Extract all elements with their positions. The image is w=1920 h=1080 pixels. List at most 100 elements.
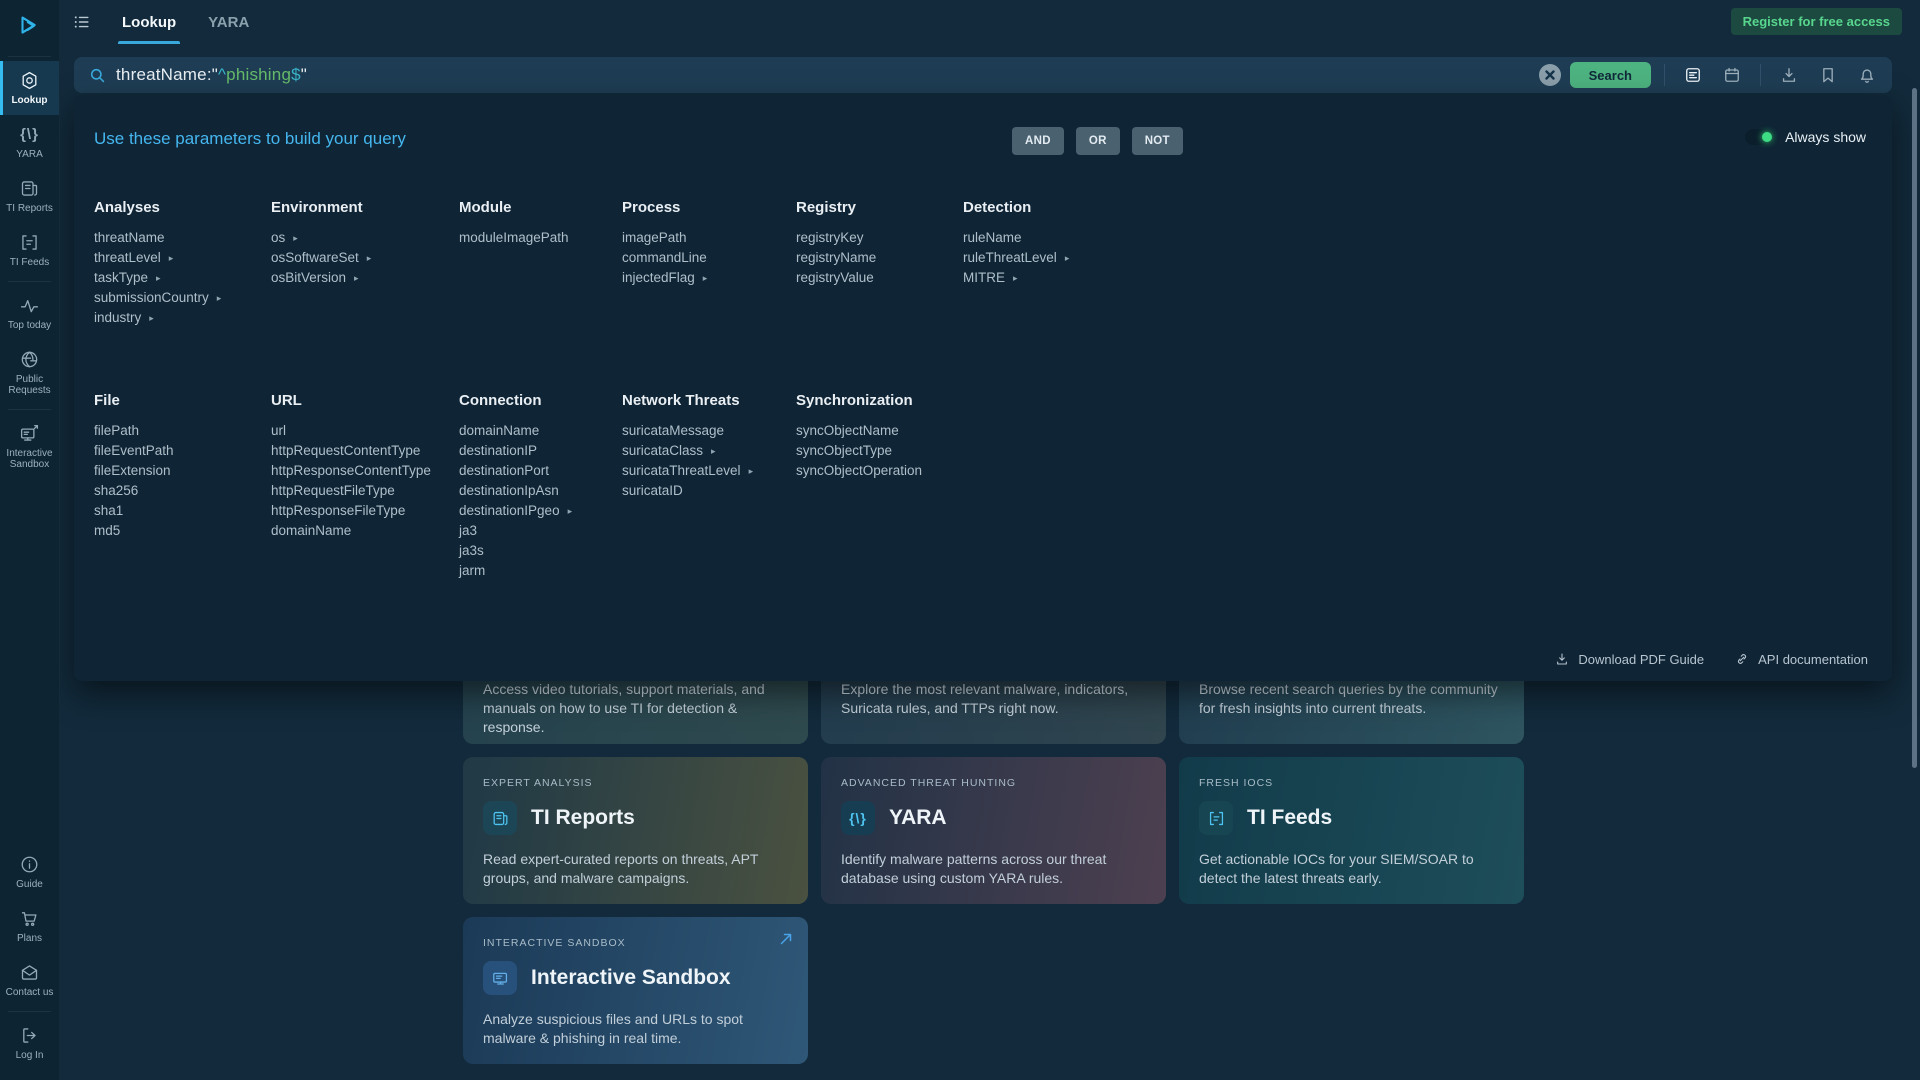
param-item-industry[interactable]: industry ▸ (94, 308, 271, 328)
card-ti-reports[interactable]: EXPERT ANALYSIS TI Reports Read expert-c… (463, 757, 808, 904)
param-item-destinationPort[interactable]: destinationPort (459, 463, 550, 478)
sidebar-item-interactive-sandbox[interactable]: Interactive Sandbox (0, 414, 59, 479)
card-ti-feeds[interactable]: FRESH IOCS TI Feeds Get actionable IOCs … (1179, 757, 1524, 904)
param-group-title: Analyses (94, 199, 160, 216)
clear-query-button[interactable] (1538, 64, 1561, 86)
always-show-label: Always show (1785, 129, 1866, 145)
calendar-icon[interactable] (1717, 61, 1747, 89)
param-item-syncObjectOperation[interactable]: syncObjectOperation (796, 463, 923, 478)
param-item-injectedFlag[interactable]: injectedFlag ▸ (622, 268, 796, 288)
param-item-destinationIPgeo[interactable]: destinationIPgeo ▸ (459, 501, 622, 521)
divider (8, 281, 51, 282)
download-icon[interactable] (1774, 61, 1804, 89)
param-item-sha256[interactable]: sha256 (94, 483, 139, 498)
param-item-fileExtension[interactable]: fileExtension (94, 463, 171, 478)
param-item-jarm[interactable]: jarm (459, 563, 486, 578)
not-operator-button[interactable]: NOT (1131, 127, 1183, 155)
param-item-filePath[interactable]: filePath (94, 423, 140, 438)
param-group-title: File (94, 392, 120, 409)
card-yara[interactable]: ADVANCED THREAT HUNTING {\} YARA Identif… (821, 757, 1166, 904)
param-item-syncObjectName[interactable]: syncObjectName (796, 423, 899, 438)
sidebar-item-lookup[interactable]: Lookup (0, 61, 59, 115)
login-icon (23, 1028, 36, 1043)
sidebar-item-contact-us[interactable]: Contact us (0, 953, 59, 1007)
search-overlay: threatName:"^phishing$" Search (74, 57, 1892, 681)
query-builder-icon[interactable] (1678, 61, 1708, 89)
sidebar-item-public-requests[interactable]: Public Requests (0, 340, 59, 405)
tab-lookup[interactable]: Lookup (106, 0, 192, 44)
register-button[interactable]: Register for free access (1730, 8, 1902, 35)
bookmark-icon[interactable] (1813, 61, 1843, 89)
param-item-registryName[interactable]: registryName (796, 250, 877, 265)
sidebar-item-ti-reports[interactable]: TI Reports (0, 169, 59, 223)
bell-icon[interactable] (1852, 61, 1882, 89)
tab-yara[interactable]: YARA (208, 13, 250, 31)
vertical-scrollbar[interactable] (1912, 88, 1917, 768)
param-item-os[interactable]: os ▸ (271, 228, 459, 248)
param-item-fileEventPath[interactable]: fileEventPath (94, 443, 174, 458)
param-item-osSoftwareSet[interactable]: osSoftwareSet ▸ (271, 248, 459, 268)
toggle-switch[interactable] (1745, 129, 1776, 145)
param-item-suricataID[interactable]: suricataID (622, 483, 683, 498)
param-item-httpRequestContentType[interactable]: httpRequestContentType (271, 443, 421, 458)
card-title: YARA (889, 806, 947, 829)
param-item-imagePath[interactable]: imagePath (622, 230, 687, 245)
param-item-suricataMessage[interactable]: suricataMessage (622, 423, 725, 438)
param-item-MITRE[interactable]: MITRE ▸ (963, 268, 1872, 288)
param-item-sha1[interactable]: sha1 (94, 503, 124, 518)
param-item-suricataThreatLevel[interactable]: suricataThreatLevel ▸ (622, 461, 796, 481)
param-item-taskType[interactable]: taskType ▸ (94, 268, 271, 288)
param-item-osBitVersion[interactable]: osBitVersion ▸ (271, 268, 459, 288)
param-item-threatName[interactable]: threatName (94, 230, 165, 245)
sidebar-item-label: Lookup (11, 95, 48, 106)
sidebar-item-top-today[interactable]: Top today (0, 286, 59, 340)
param-item-ja3[interactable]: ja3 (459, 523, 478, 538)
sidebar-item-label: TI Feeds (9, 257, 50, 268)
sidebar-item-guide[interactable]: Guide (0, 845, 59, 899)
param-item-destinationIP[interactable]: destinationIP (459, 443, 538, 458)
card-title: TI Reports (531, 806, 635, 829)
submenu-arrow-icon: ▸ (1064, 253, 1070, 263)
search-bar[interactable]: threatName:"^phishing$" Search (74, 57, 1892, 93)
param-group-title: Synchronization (796, 392, 913, 409)
param-item-threatLevel[interactable]: threatLevel ▸ (94, 248, 271, 268)
search-button[interactable]: Search (1569, 62, 1651, 88)
param-item-ja3s[interactable]: ja3s (459, 543, 484, 558)
param-item-httpRequestFileType[interactable]: httpRequestFileType (271, 483, 395, 498)
query-token-operator: ^ (217, 65, 227, 84)
param-item-destinationIpAsn[interactable]: destinationIpAsn (459, 483, 559, 498)
sidebar-item-ti-feeds[interactable]: TI Feeds (0, 223, 59, 277)
param-item-ruleName[interactable]: ruleName (963, 230, 1022, 245)
param-group-title: Connection (459, 392, 542, 409)
param-group-title: URL (271, 392, 302, 409)
param-item-registryValue[interactable]: registryValue (796, 270, 874, 285)
always-show-toggle[interactable]: Always show (1745, 129, 1866, 145)
anyrun-logo[interactable] (0, 0, 59, 52)
param-item-syncObjectType[interactable]: syncObjectType (796, 443, 893, 458)
param-item-url[interactable]: url (271, 423, 287, 438)
param-item-md5[interactable]: md5 (94, 523, 121, 538)
menu-list-icon[interactable] (60, 0, 104, 44)
param-item-moduleImagePath[interactable]: moduleImagePath (459, 230, 569, 245)
api-documentation-link[interactable]: API documentation (1734, 651, 1868, 667)
sidebar-item-plans[interactable]: Plans (0, 899, 59, 953)
param-item-submissionCountry[interactable]: submissionCountry ▸ (94, 288, 271, 308)
param-item-registryKey[interactable]: registryKey (796, 230, 864, 245)
card-category: ADVANCED THREAT HUNTING (841, 777, 1017, 789)
search-query-input[interactable]: threatName:"^phishing$" (116, 65, 1530, 85)
param-item-commandLine[interactable]: commandLine (622, 250, 707, 265)
feature-cards: Access video tutorials, support material… (463, 618, 1524, 1064)
card-interactive-sandbox[interactable]: INTERACTIVE SANDBOX Interactive Sandbox … (463, 917, 808, 1064)
and-operator-button[interactable]: AND (1012, 127, 1064, 155)
param-item-domainName[interactable]: domainName (459, 423, 540, 438)
or-operator-button[interactable]: OR (1075, 127, 1120, 155)
param-item-ruleThreatLevel[interactable]: ruleThreatLevel ▸ (963, 248, 1872, 268)
sidebar-item-yara[interactable]: {\} YARA (0, 115, 59, 169)
sidebar-spacer (0, 479, 59, 845)
sidebar-item-log-in[interactable]: Log In (0, 1016, 59, 1070)
param-item-httpResponseContentType[interactable]: httpResponseContentType (271, 463, 431, 478)
param-item-httpResponseFileType[interactable]: httpResponseFileType (271, 503, 406, 518)
param-item-domainName[interactable]: domainName (271, 523, 352, 538)
download-pdf-guide-link[interactable]: Download PDF Guide (1554, 651, 1704, 667)
param-item-suricataClass[interactable]: suricataClass ▸ (622, 441, 796, 461)
